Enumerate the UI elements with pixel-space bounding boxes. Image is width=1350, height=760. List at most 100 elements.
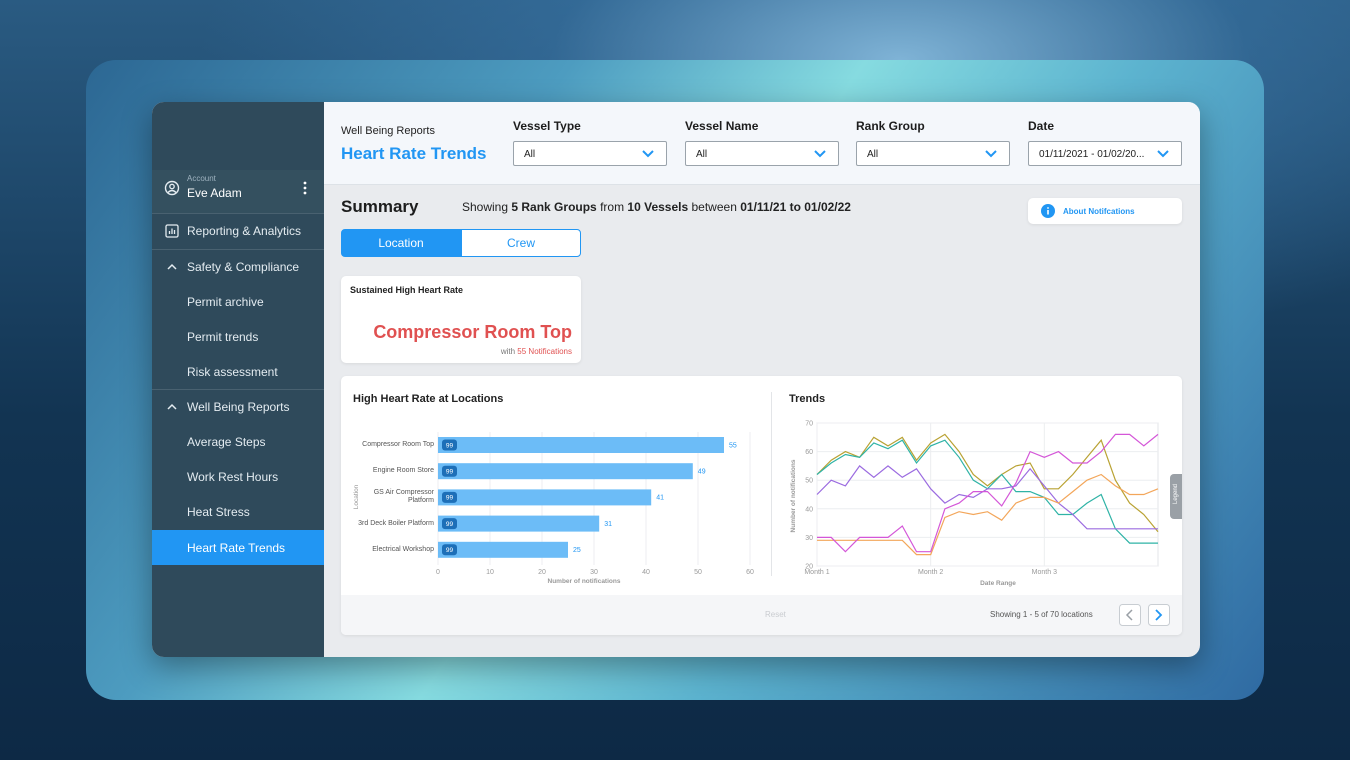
y-tick-label: Compressor Room Top bbox=[362, 441, 434, 448]
nav-item[interactable]: Heat Stress bbox=[187, 504, 250, 519]
value-label: 25 bbox=[573, 547, 581, 554]
nav-item[interactable]: Reporting & Analytics bbox=[187, 223, 302, 238]
bar bbox=[438, 489, 652, 506]
y-axis-label: Number of notifications bbox=[790, 459, 797, 532]
badge-label: 99 bbox=[446, 469, 454, 476]
text: Showing bbox=[462, 200, 509, 214]
card-subtext: with 55 Notifications bbox=[501, 347, 572, 356]
tab-active[interactable]: Location bbox=[341, 229, 461, 257]
badge bbox=[442, 518, 457, 530]
text: 10 Vessels bbox=[627, 200, 689, 214]
text: 01/11/21 to 01/02/22 bbox=[740, 200, 851, 214]
badge bbox=[442, 544, 457, 556]
pagination-text: Showing 1 - 5 of 70 locations bbox=[990, 610, 1093, 619]
text: 5 Rank Groups bbox=[511, 200, 597, 214]
legend-tab[interactable] bbox=[1170, 474, 1182, 519]
account-icon bbox=[164, 180, 180, 196]
text: between bbox=[691, 200, 737, 214]
charts-panel bbox=[341, 376, 1182, 635]
nav-item[interactable]: Work Rest Hours bbox=[187, 469, 279, 484]
filter-select[interactable]: 01/11/2021 - 01/02/20... bbox=[1028, 141, 1182, 166]
series-line bbox=[817, 473, 1159, 556]
value-label: 41 bbox=[656, 495, 664, 502]
account-row bbox=[152, 170, 324, 213]
filter-select[interactable]: All bbox=[856, 141, 1010, 166]
value-label: 55 bbox=[729, 442, 737, 449]
filter-select[interactable]: All bbox=[513, 141, 667, 166]
y-tick-label: Engine Room Store bbox=[372, 467, 434, 475]
x-tick-label: 40 bbox=[642, 569, 650, 576]
y-tick-label: GS Air Compressor Platform bbox=[373, 489, 434, 505]
summary-title: Summary bbox=[341, 197, 419, 216]
value-label: 49 bbox=[698, 469, 706, 476]
about-button[interactable]: About Notifcations bbox=[1028, 198, 1182, 224]
y-tick-label: 3rd Deck Boiler Platform bbox=[358, 519, 434, 527]
account-label: Account bbox=[187, 174, 216, 183]
tab[interactable]: Crew bbox=[461, 229, 581, 257]
series-line bbox=[817, 433, 1159, 553]
bar bbox=[438, 463, 693, 480]
filter-label: Date bbox=[1028, 119, 1055, 133]
account-menu[interactable] bbox=[302, 181, 308, 195]
y-tick-label: 40 bbox=[805, 506, 813, 513]
x-tick-label: Month 1 bbox=[804, 569, 829, 576]
bar bbox=[438, 541, 568, 558]
nav-icon bbox=[165, 224, 179, 238]
y-tick-label: 20 bbox=[805, 564, 813, 571]
filter-value: All bbox=[524, 149, 536, 160]
filter-select[interactable]: All bbox=[685, 141, 839, 166]
x-axis-label: Date Range bbox=[980, 580, 1016, 587]
badge-label: 99 bbox=[446, 521, 454, 528]
filter-value: All bbox=[867, 149, 879, 160]
collapse-icon bbox=[167, 403, 177, 410]
filter-label: Vessel Type bbox=[513, 119, 581, 133]
badge bbox=[442, 491, 457, 503]
divider bbox=[771, 392, 772, 576]
nav-item[interactable]: Risk assessment bbox=[187, 364, 278, 379]
x-tick-label: 0 bbox=[436, 569, 440, 576]
text: from bbox=[600, 200, 625, 214]
y-tick-label: Electrical Workshop bbox=[372, 545, 434, 553]
collapse-icon bbox=[167, 263, 177, 270]
nav-group[interactable]: Well Being Reports bbox=[187, 399, 290, 414]
nav-group[interactable]: Safety & Compliance bbox=[187, 259, 300, 274]
bar bbox=[438, 437, 724, 453]
filter-label: Rank Group bbox=[856, 119, 925, 133]
x-tick-label: Month 3 bbox=[1032, 569, 1057, 576]
x-tick-label: 10 bbox=[486, 569, 494, 576]
breadcrumb: Well Being Reports bbox=[341, 125, 435, 137]
badge bbox=[442, 439, 457, 451]
badge-label: 99 bbox=[446, 442, 454, 449]
chart-title: Trends bbox=[789, 393, 826, 405]
badge-label: 99 bbox=[446, 547, 454, 554]
y-tick-label: 30 bbox=[805, 535, 813, 542]
pagination-buttons[interactable] bbox=[1119, 604, 1171, 626]
nav-item-active[interactable]: Heart Rate Trends bbox=[152, 530, 324, 565]
x-tick-label: 20 bbox=[538, 569, 546, 576]
y-tick-label: 50 bbox=[805, 478, 813, 485]
text: 55 Notifications bbox=[517, 347, 572, 356]
x-tick-label: Month 2 bbox=[918, 569, 943, 576]
badge bbox=[442, 465, 457, 477]
series-line bbox=[816, 433, 1159, 533]
x-tick-label: 30 bbox=[590, 569, 598, 576]
bar bbox=[438, 515, 600, 532]
badge-label: 99 bbox=[446, 495, 454, 502]
filter-value: All bbox=[696, 149, 708, 160]
x-tick-label: 60 bbox=[746, 569, 754, 576]
nav-item[interactable]: Permit archive bbox=[187, 294, 264, 309]
page-title: Heart Rate Trends bbox=[341, 144, 487, 163]
about-label: About Notifcations bbox=[1063, 206, 1135, 216]
filter-value: 01/11/2021 - 01/02/20... bbox=[1039, 149, 1145, 160]
y-tick-label: 60 bbox=[805, 449, 813, 456]
reset-button[interactable]: Reset bbox=[765, 610, 786, 619]
x-tick-label: 50 bbox=[694, 569, 702, 576]
nav-item[interactable]: Average Steps bbox=[187, 434, 266, 449]
card-location: Compressor Room Top bbox=[373, 322, 572, 342]
series-line bbox=[816, 465, 1158, 530]
text: with bbox=[500, 347, 516, 356]
nav-item[interactable]: Permit trends bbox=[187, 329, 259, 344]
chart-title: High Heart Rate at Locations bbox=[353, 393, 504, 405]
